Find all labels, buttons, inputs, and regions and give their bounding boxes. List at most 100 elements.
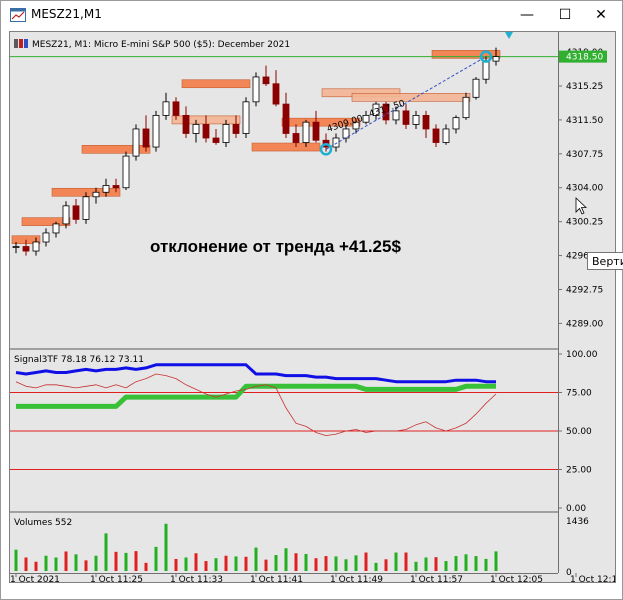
volume-bar	[114, 551, 118, 571]
candle[interactable]	[452, 115, 460, 134]
candle-body	[422, 114, 430, 130]
volume-bar	[394, 552, 398, 571]
candle-body	[492, 56, 500, 62]
candle-body	[12, 246, 20, 248]
volume-tick-label: 0	[566, 568, 572, 578]
candle-body	[92, 191, 100, 198]
chart-area[interactable]: 4319.004315.254311.504307.754304.004300.…	[9, 31, 623, 583]
candle[interactable]	[402, 104, 410, 129]
candle[interactable]	[472, 76, 480, 100]
volume-bar	[34, 561, 38, 571]
candle[interactable]	[432, 124, 440, 148]
candle[interactable]	[82, 192, 90, 224]
candle[interactable]	[312, 110, 320, 143]
minimize-button[interactable]: —	[520, 7, 534, 23]
candle-body	[22, 246, 30, 252]
level-zone	[21, 217, 71, 226]
chart-canvas[interactable]: 4319.004315.254311.504307.754304.004300.…	[10, 32, 615, 582]
candle-body	[182, 114, 190, 134]
candle[interactable]	[352, 119, 360, 134]
price-tick-label: 4289.00	[566, 319, 603, 329]
volume-bar	[474, 556, 478, 571]
candle[interactable]	[172, 97, 180, 120]
candle-body	[412, 114, 420, 125]
candle[interactable]	[52, 221, 60, 238]
candle[interactable]	[122, 151, 130, 190]
candle[interactable]	[332, 133, 340, 152]
candle[interactable]	[492, 47, 500, 66]
volume-bar	[404, 552, 408, 571]
candle[interactable]	[372, 101, 380, 120]
volume-bar	[324, 556, 328, 571]
candle[interactable]	[442, 124, 450, 145]
maximize-button[interactable]: ☐	[558, 7, 572, 23]
volume-bar	[494, 551, 498, 571]
candle-body	[222, 124, 230, 143]
volume-bar	[124, 552, 128, 571]
candle-body	[332, 137, 340, 148]
volume-bar	[44, 555, 48, 571]
candle[interactable]	[222, 119, 230, 148]
candle[interactable]	[182, 106, 190, 138]
candle[interactable]	[92, 187, 100, 204]
candle[interactable]	[302, 119, 310, 148]
volume-bar	[444, 561, 448, 571]
candle-body	[152, 114, 160, 148]
candle[interactable]	[32, 237, 40, 256]
candle[interactable]	[422, 110, 430, 138]
candle[interactable]	[412, 110, 420, 129]
candle-body	[282, 103, 290, 134]
signal-tick-label: 100.00	[566, 350, 598, 360]
candle[interactable]	[212, 128, 220, 145]
candle-body	[432, 128, 440, 143]
candle-body	[42, 232, 50, 243]
candle[interactable]	[392, 106, 400, 125]
candle[interactable]	[242, 97, 250, 138]
candle[interactable]	[162, 92, 170, 120]
signal-series-line	[15, 373, 497, 437]
candle-body	[382, 103, 390, 121]
volume-tick-label: 1436	[566, 517, 589, 527]
price-header: MESZ21, M1: Micro E-mini S&P 500 ($5): D…	[14, 39, 290, 50]
volume-bar	[284, 548, 288, 571]
candle[interactable]	[202, 115, 210, 143]
candle[interactable]	[132, 124, 140, 161]
candle[interactable]	[252, 72, 260, 107]
volume-bar	[264, 559, 268, 571]
candle-body	[262, 76, 270, 85]
volume-bar	[344, 559, 348, 571]
volume-bar	[154, 546, 158, 571]
candle[interactable]	[22, 239, 30, 256]
volume-bar	[254, 547, 258, 571]
candle[interactable]	[192, 119, 200, 143]
candle[interactable]	[292, 124, 300, 148]
candle[interactable]	[152, 110, 160, 152]
candle[interactable]	[62, 201, 70, 229]
close-button[interactable]: ✕	[595, 7, 607, 23]
candle[interactable]	[282, 92, 290, 138]
time-tick-label: 1 Oct 11:49	[330, 575, 383, 582]
mouse-cursor-icon	[575, 197, 588, 215]
candle[interactable]	[102, 178, 110, 197]
candle[interactable]	[262, 65, 270, 86]
trend-start-marker	[319, 143, 333, 156]
trend-end-marker	[479, 50, 493, 63]
candle[interactable]	[112, 178, 120, 193]
candle[interactable]	[42, 228, 50, 247]
candle[interactable]	[142, 115, 150, 152]
candle[interactable]	[72, 199, 80, 224]
candle[interactable]	[272, 70, 280, 107]
candle-body	[192, 124, 200, 134]
candle-body	[362, 114, 370, 123]
candle[interactable]	[12, 242, 20, 254]
level-zone	[351, 93, 471, 102]
candle[interactable]	[362, 110, 370, 125]
level-zone	[251, 142, 321, 152]
candle[interactable]	[232, 115, 240, 138]
candle[interactable]	[462, 92, 470, 120]
candle[interactable]	[382, 101, 390, 125]
volume-bar	[454, 556, 458, 571]
volume-bar	[414, 561, 418, 571]
price-tick-label: 4300.25	[566, 218, 603, 228]
